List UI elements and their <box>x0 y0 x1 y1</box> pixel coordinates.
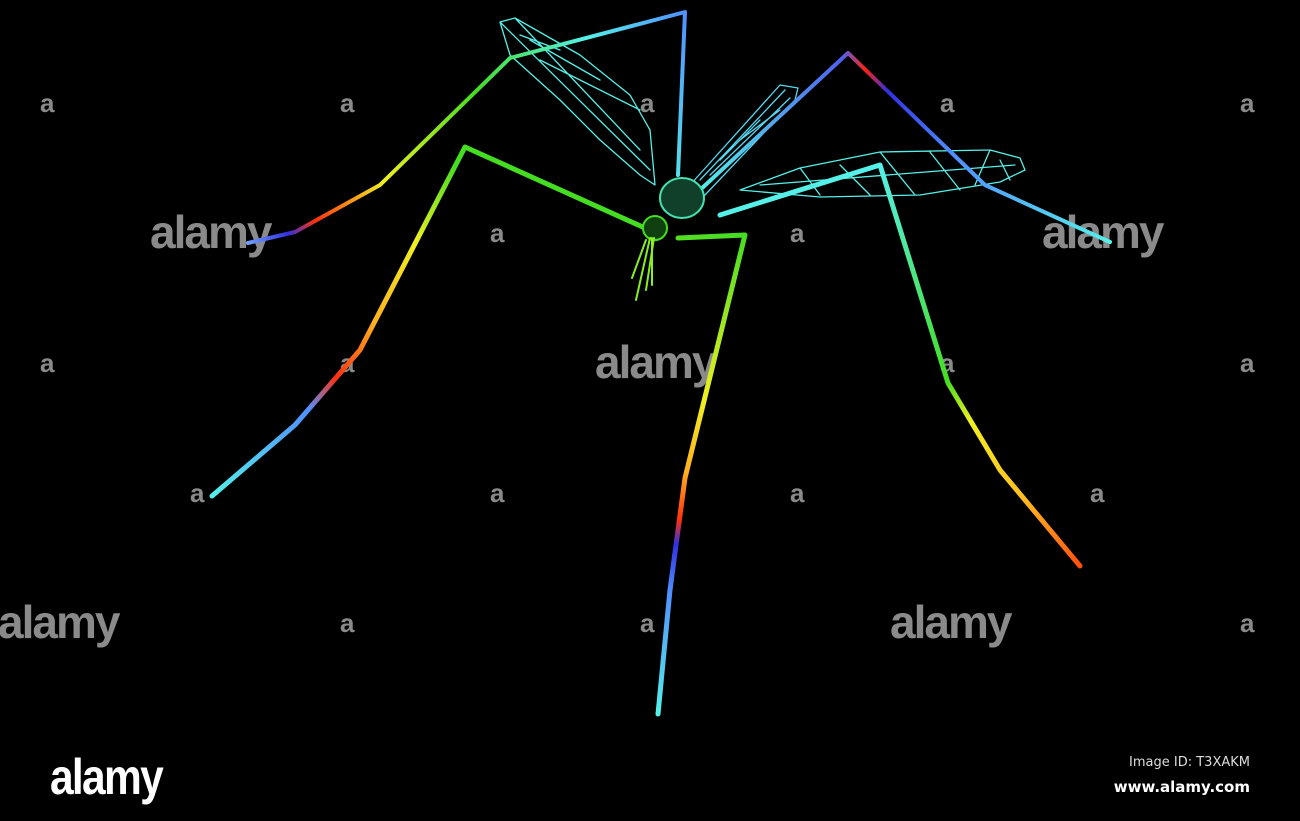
svg-text:a: a <box>1240 608 1255 638</box>
leg-3 <box>655 232 748 717</box>
leg-5 <box>698 51 1112 244</box>
svg-text:a: a <box>340 608 355 638</box>
leg-2 <box>209 144 648 499</box>
svg-text:a: a <box>340 88 355 118</box>
site-url: www.alamy.com <box>1113 778 1250 796</box>
svg-text:a: a <box>490 478 505 508</box>
image-id-label: Image ID: T3XAKM <box>1129 755 1250 770</box>
svg-text:a: a <box>1090 478 1105 508</box>
svg-text:a: a <box>1240 88 1255 118</box>
svg-text:alamy: alamy <box>1042 206 1165 258</box>
svg-text:alamy: alamy <box>890 596 1013 648</box>
svg-text:a: a <box>640 88 655 118</box>
svg-text:alamy: alamy <box>150 206 273 258</box>
svg-text:a: a <box>790 218 805 248</box>
alamy-logo: alamy <box>50 749 164 805</box>
svg-text:a: a <box>190 478 205 508</box>
svg-text:a: a <box>640 608 655 638</box>
wing-right <box>739 149 1026 198</box>
svg-text:a: a <box>790 478 805 508</box>
leg-1 <box>246 10 687 245</box>
wing-left <box>499 17 656 186</box>
svg-text:a: a <box>40 88 55 118</box>
leg-4 <box>717 162 1083 569</box>
thorax <box>659 177 705 219</box>
svg-text:a: a <box>940 88 955 118</box>
svg-text:alamy: alamy <box>595 336 718 388</box>
svg-text:alamy: alamy <box>0 596 121 648</box>
svg-text:a: a <box>490 218 505 248</box>
svg-text:a: a <box>1240 348 1255 378</box>
proboscis <box>631 237 655 301</box>
abdomen <box>689 84 799 196</box>
svg-text:a: a <box>40 348 55 378</box>
head <box>642 215 668 241</box>
